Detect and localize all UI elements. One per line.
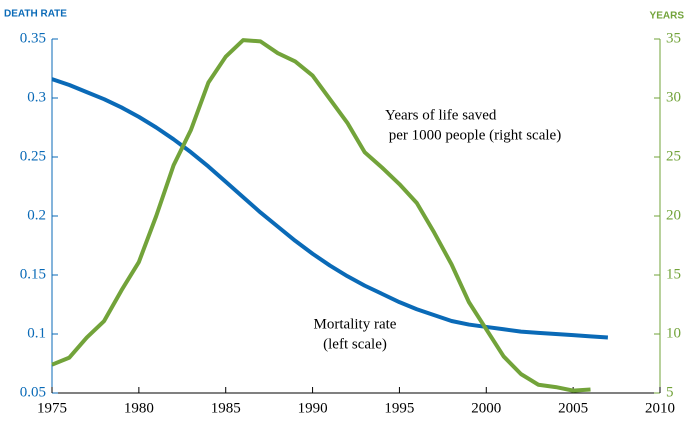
series-line bbox=[51, 38, 591, 393]
annotation: Mortality rate bbox=[314, 316, 397, 332]
x-tick-label: 1980 bbox=[124, 400, 154, 416]
y-axis-label: DEATH RATE bbox=[4, 9, 67, 20]
x-tick-label: 1985 bbox=[211, 400, 241, 416]
y-tick-label: 0.1 bbox=[27, 325, 46, 341]
y2-tick-label: 20 bbox=[666, 207, 681, 223]
x-tick-label: 1995 bbox=[384, 400, 414, 416]
annotation: (left scale) bbox=[323, 336, 387, 352]
y2-tick-label: 30 bbox=[666, 89, 681, 105]
x-tick-label: 2010 bbox=[645, 400, 675, 416]
annotation: per 1000 people (right scale) bbox=[385, 127, 561, 143]
x-tick-label: 2005 bbox=[558, 400, 588, 416]
y-tick-label: 0.35 bbox=[20, 30, 46, 46]
y-tick-label: 0.15 bbox=[20, 266, 46, 282]
y-tick-label: 0.2 bbox=[27, 207, 46, 223]
x-tick-label: 1975 bbox=[37, 400, 67, 416]
y2-tick-label: 10 bbox=[666, 325, 681, 341]
y-tick-label: 0.25 bbox=[20, 148, 46, 164]
y2-tick-label: 5 bbox=[666, 384, 674, 400]
x-tick-label: 1990 bbox=[298, 400, 328, 416]
x-tick-label: 2000 bbox=[471, 400, 501, 416]
series-line bbox=[51, 77, 609, 340]
y2-axis-label: YEARS bbox=[650, 11, 685, 22]
y-tick-label: 0.3 bbox=[27, 89, 46, 105]
y2-tick-label: 35 bbox=[666, 30, 681, 46]
y-tick-label: 0.05 bbox=[20, 384, 46, 400]
y2-tick-label: 15 bbox=[666, 266, 681, 282]
annotation: Years of life saved bbox=[385, 107, 497, 123]
y2-tick-label: 25 bbox=[666, 148, 681, 164]
